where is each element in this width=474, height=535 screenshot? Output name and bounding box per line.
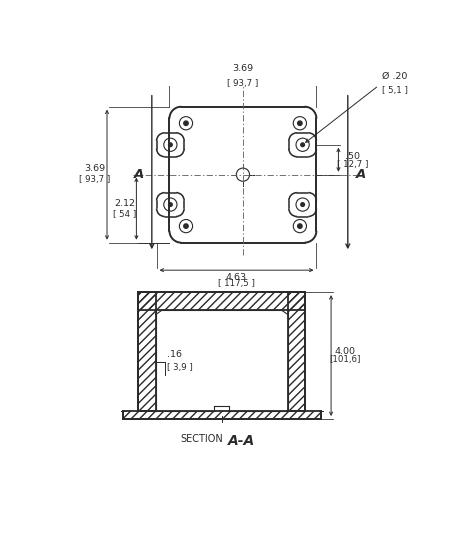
Bar [138, 292, 156, 411]
Circle shape [298, 224, 302, 228]
Bar [123, 411, 321, 419]
Text: SECTION: SECTION [180, 434, 223, 445]
Text: 4.63: 4.63 [226, 273, 247, 282]
Text: A: A [134, 168, 144, 181]
Bar [138, 292, 305, 310]
Text: A-A: A-A [228, 434, 255, 448]
Text: [ 54 ]: [ 54 ] [113, 209, 136, 218]
Text: 4.00: 4.00 [335, 347, 356, 356]
Circle shape [169, 143, 172, 147]
Text: [ 117,5 ]: [ 117,5 ] [218, 279, 255, 288]
Circle shape [301, 143, 304, 147]
Circle shape [169, 203, 172, 207]
Text: Ø .20: Ø .20 [382, 72, 407, 81]
Text: [ 93,7 ]: [ 93,7 ] [228, 79, 258, 88]
Text: [ 5,1 ]: [ 5,1 ] [382, 86, 408, 95]
Bar [288, 292, 305, 411]
Text: 3.69: 3.69 [84, 164, 105, 173]
Circle shape [184, 224, 188, 228]
Bar [288, 292, 305, 411]
Text: 3.69: 3.69 [232, 64, 254, 73]
Text: 2.12: 2.12 [114, 199, 135, 208]
Bar [138, 292, 305, 310]
Circle shape [301, 203, 304, 207]
Text: .16: .16 [167, 349, 182, 358]
Circle shape [184, 121, 188, 125]
Bar [123, 411, 321, 419]
Text: [ 93,7 ]: [ 93,7 ] [79, 175, 110, 184]
Circle shape [298, 121, 302, 125]
Text: [101,6]: [101,6] [329, 355, 361, 364]
Bar [138, 292, 156, 411]
Text: [ 3,9 ]: [ 3,9 ] [167, 363, 192, 372]
Text: A: A [356, 168, 366, 181]
Text: .50: .50 [345, 151, 360, 160]
Text: [ 12,7 ]: [ 12,7 ] [337, 160, 368, 169]
